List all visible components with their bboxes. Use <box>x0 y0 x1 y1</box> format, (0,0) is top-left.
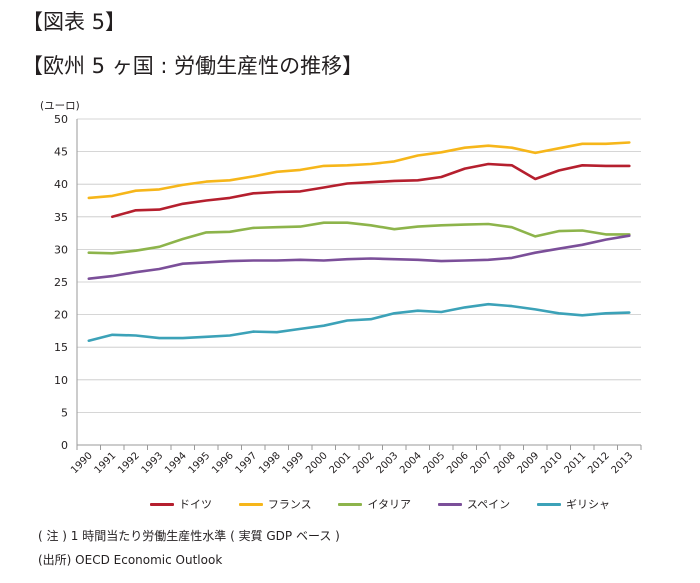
y-tick-label: 50 <box>54 113 68 126</box>
x-tick-label: 2011 <box>563 450 589 476</box>
legend-item-france: フランス <box>238 496 312 512</box>
source-note: (出所) OECD Economic Outlook <box>38 553 223 567</box>
x-tick-label: 2004 <box>398 450 424 476</box>
x-tick-label: 1997 <box>234 450 260 476</box>
series-line <box>87 302 631 342</box>
y-tick-label: 10 <box>54 374 68 387</box>
legend-swatch <box>338 502 363 506</box>
x-tick-label: 1994 <box>163 450 189 476</box>
x-tick-label: 1992 <box>116 450 142 476</box>
legend-label: イタリア <box>367 498 412 511</box>
x-tick-label: 2001 <box>328 450 354 476</box>
x-tick-labels: 1990199119921993199419951996199719981999… <box>69 450 635 476</box>
legend-swatch <box>150 502 174 506</box>
legend-item-germany: ドイツ <box>150 496 212 512</box>
axes <box>76 119 642 450</box>
x-tick-label: 2003 <box>375 450 401 476</box>
y-tick-label: 35 <box>54 211 68 224</box>
y-tick-label: 30 <box>54 243 68 256</box>
x-tick-label: 1995 <box>187 450 213 476</box>
series-line <box>87 234 631 280</box>
legend: ドイツ フランス イタリア スペイン ギリシャ <box>150 496 610 512</box>
x-tick-label: 1991 <box>93 450 119 476</box>
x-tick-label: 2013 <box>610 450 636 476</box>
series-line <box>87 221 631 255</box>
x-tick-label: 2002 <box>351 450 377 476</box>
y-tick-label: 20 <box>54 309 68 322</box>
legend-swatch <box>238 502 263 506</box>
figure-label: 【図表 5】 <box>22 10 127 34</box>
x-tick-label: 2007 <box>469 450 495 476</box>
y-tick-label: 25 <box>54 276 68 289</box>
x-tick-label: 1990 <box>69 450 95 476</box>
y-axis-unit-label: (ユーロ) <box>40 100 80 112</box>
x-tick-label: 2012 <box>586 450 612 476</box>
x-tick-label: 1996 <box>210 450 236 476</box>
x-tick-label: 2005 <box>422 450 448 476</box>
x-tick-label: 2010 <box>539 450 565 476</box>
legend-swatch <box>536 502 561 506</box>
legend-item-italy: イタリア <box>338 496 411 512</box>
x-tick-label: 2009 <box>516 450 542 476</box>
legend-swatch <box>437 502 462 506</box>
legend-label: ドイツ <box>179 498 212 511</box>
x-tick-label: 2000 <box>304 450 330 476</box>
y-tick-label: 40 <box>54 178 68 191</box>
series-line <box>87 141 631 200</box>
x-tick-label: 2008 <box>492 450 518 476</box>
x-tick-label: 2006 <box>445 450 471 476</box>
series-lines <box>87 141 631 342</box>
legend-label: ギリシャ <box>565 498 610 511</box>
legend-item-spain: スペイン <box>437 496 511 512</box>
y-tick-label: 0 <box>61 439 68 452</box>
series-line <box>111 162 631 219</box>
grid-lines <box>77 118 641 413</box>
x-tick-label: 1993 <box>140 450 166 476</box>
legend-label: スペイン <box>466 498 511 511</box>
legend-label: フランス <box>267 498 312 511</box>
legend-item-greece: ギリシャ <box>536 496 610 512</box>
y-tick-label: 5 <box>61 406 68 419</box>
y-tick-labels: 0 5 10 15 20 25 30 35 40 45 50 <box>54 113 68 452</box>
y-tick-label: 45 <box>54 146 68 159</box>
footnote: ( 注 ) 1 時間当たり労働生産性水準 ( 実質 GDP ベース ) <box>38 529 340 543</box>
y-tick-label: 15 <box>54 341 68 354</box>
x-tick-label: 1998 <box>257 450 283 476</box>
chart-title: 【欧州 5 ヶ国 : 労働生産性の推移】 <box>22 54 364 78</box>
x-tick-label: 1999 <box>281 450 307 476</box>
